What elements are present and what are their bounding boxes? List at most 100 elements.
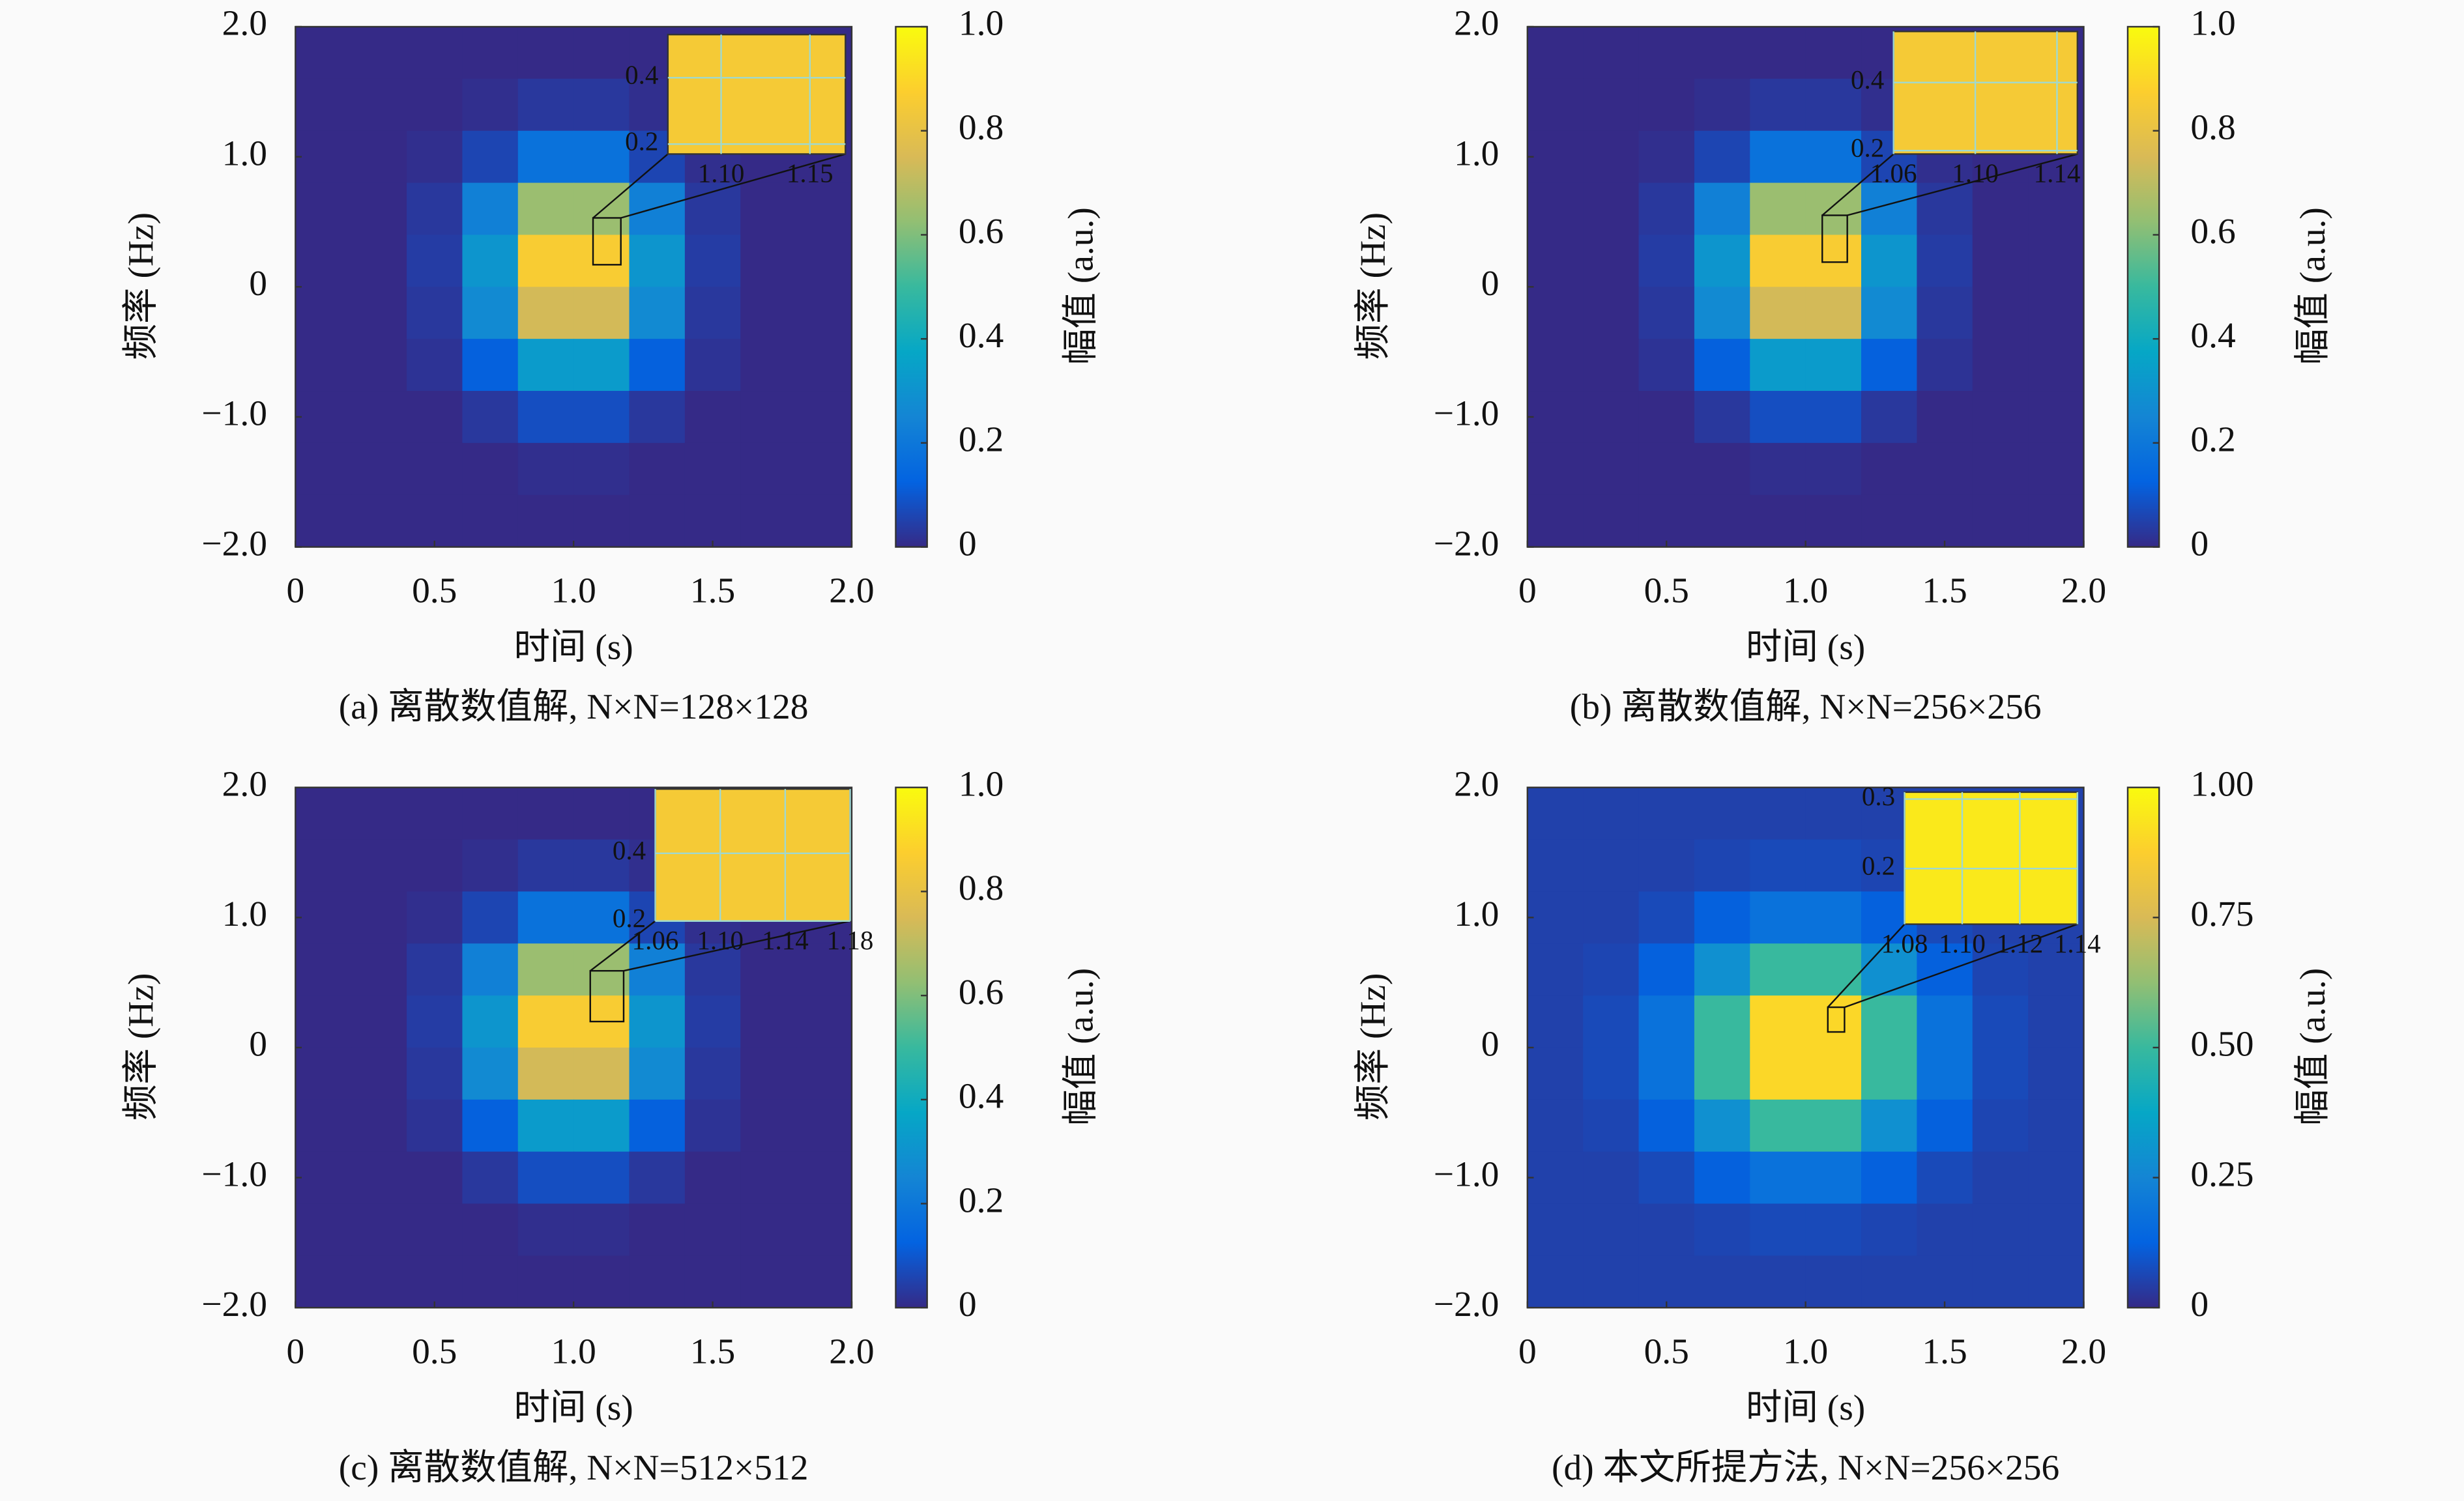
colorbar-tick-label: 0.6 xyxy=(959,972,1004,1012)
heatmap-cell xyxy=(573,391,630,444)
x-tick-label: 1.5 xyxy=(690,571,735,610)
heatmap-cell xyxy=(351,339,408,392)
inset-panel xyxy=(1892,31,2079,155)
heatmap-cell xyxy=(462,494,519,548)
x-tick-label: 0.5 xyxy=(1644,1331,1689,1371)
heatmap-cell xyxy=(1972,287,2029,340)
heatmap-cell xyxy=(684,442,742,496)
heatmap-cell xyxy=(1583,287,1640,340)
x-tick-label: 0 xyxy=(1518,571,1537,610)
heatmap-cell xyxy=(629,1099,686,1152)
heatmap-cell xyxy=(407,1203,463,1257)
heatmap-cell xyxy=(517,995,575,1048)
heatmap-cell xyxy=(1638,1047,1695,1100)
y-tick-label: −1.0 xyxy=(201,393,267,433)
heatmap-cell xyxy=(1861,995,1918,1048)
heatmap-cell xyxy=(1861,339,1918,392)
heatmap-cell xyxy=(1583,391,1640,444)
heatmap-cell xyxy=(796,235,852,288)
heatmap-cell xyxy=(1750,494,1806,548)
heatmap-cell xyxy=(1638,1203,1695,1257)
heatmap-cell xyxy=(407,1047,463,1100)
heatmap-cell xyxy=(740,995,797,1048)
heatmap-cell xyxy=(1638,1151,1695,1205)
heatmap-cell xyxy=(295,130,352,184)
inset-x-tick-label: 1.10 xyxy=(697,925,744,955)
heatmap-cell xyxy=(295,287,352,340)
heatmap-cell xyxy=(1972,339,2029,392)
heatmap-cell xyxy=(1750,787,1806,840)
y-tick-label: 1.0 xyxy=(222,133,267,173)
heatmap-cell xyxy=(1917,995,1973,1048)
heatmap-cell xyxy=(1750,27,1806,79)
heatmap-cell xyxy=(573,339,630,392)
heatmap-cell xyxy=(1750,442,1806,496)
colorbar xyxy=(895,786,928,1309)
heatmap-cell xyxy=(1805,1099,1862,1152)
heatmap-cell xyxy=(1861,1151,1918,1205)
heatmap-cell xyxy=(1527,839,1584,893)
heatmap-cell xyxy=(1694,494,1751,548)
heatmap-cell xyxy=(517,27,575,79)
heatmap-cell xyxy=(573,287,630,340)
heatmap-cell xyxy=(1972,1203,2029,1257)
colorbar-tick-label: 0.2 xyxy=(959,1180,1004,1220)
heatmap-cell xyxy=(351,442,408,496)
heatmap-cell xyxy=(462,442,519,496)
heatmap-cell xyxy=(1750,995,1806,1048)
inset-x-tick-label: 1.14 xyxy=(2034,158,2081,188)
heatmap-cell xyxy=(1527,182,1584,236)
heatmap-cell xyxy=(517,891,575,945)
heatmap-cell xyxy=(740,287,797,340)
x-axis-label: 时间 (s) xyxy=(1746,627,1865,667)
heatmap-cell xyxy=(407,27,463,79)
heatmap-cell xyxy=(1917,182,1973,236)
heatmap-cell xyxy=(1694,1203,1751,1257)
y-tick-label: 2.0 xyxy=(222,3,267,43)
heatmap-cell xyxy=(407,1151,463,1205)
zoom-box xyxy=(1827,1006,1846,1033)
heatmap-cell xyxy=(1694,891,1751,945)
heatmap-cell xyxy=(573,130,630,184)
heatmap-cell xyxy=(1583,339,1640,392)
heatmap-cell xyxy=(796,1099,852,1152)
heatmap-cell xyxy=(573,839,630,893)
heatmap-cell xyxy=(684,1151,742,1205)
heatmap-cell xyxy=(684,494,742,548)
heatmap-cell xyxy=(1750,182,1806,236)
heatmap-cell xyxy=(295,891,352,945)
y-tick-label: 2.0 xyxy=(1454,764,1499,803)
heatmap-cell xyxy=(1805,494,1862,548)
heatmap-cell xyxy=(1917,391,1973,444)
heatmap-cell xyxy=(351,839,408,893)
inset-panel xyxy=(654,788,851,922)
colorbar-tick-label: 0.50 xyxy=(2190,1024,2254,1064)
heatmap-cell xyxy=(351,995,408,1048)
x-tick-label: 1.0 xyxy=(1783,571,1828,610)
heatmap-cell xyxy=(740,442,797,496)
y-tick-label: −1.0 xyxy=(1434,393,1500,433)
y-tick-label: −1.0 xyxy=(1434,1154,1500,1194)
heatmap-cell xyxy=(1917,1203,1973,1257)
heatmap-cell xyxy=(684,943,742,997)
heatmap-cell xyxy=(517,1255,575,1309)
colorbar-tick-label: 1.00 xyxy=(2190,764,2254,803)
x-axis-label: 时间 (s) xyxy=(1746,1388,1865,1427)
colorbar-label: 幅值 (a.u.) xyxy=(1061,968,1101,1126)
zoom-box xyxy=(589,969,625,1023)
heatmap-cell xyxy=(684,1099,742,1152)
zoom-connector xyxy=(623,920,850,972)
heatmap-cell xyxy=(1583,943,1640,997)
heatmap-cell xyxy=(684,1255,742,1309)
inset-panel xyxy=(1904,791,2079,925)
heatmap-cell xyxy=(407,891,463,945)
y-tick-label: −2.0 xyxy=(1434,1284,1500,1324)
heatmap-cell xyxy=(1972,1255,2029,1309)
inset-y-tick-label: 0.3 xyxy=(1862,781,1895,811)
heatmap-cell xyxy=(517,130,575,184)
heatmap-cell xyxy=(1972,1099,2029,1152)
inset-x-tick-label: 1.10 xyxy=(1939,928,1986,958)
heatmap-cell xyxy=(1527,1099,1584,1152)
heatmap-cell xyxy=(796,494,852,548)
heatmap-cell xyxy=(517,787,575,840)
